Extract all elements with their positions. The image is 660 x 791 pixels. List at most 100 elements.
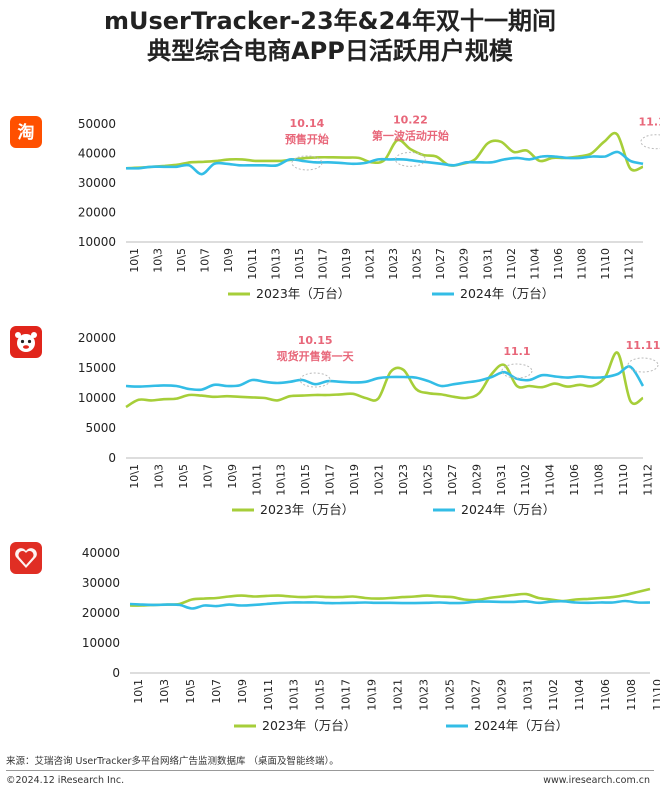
- taobao-icon: 淘: [10, 116, 42, 148]
- x-tick-label: 10\5: [177, 464, 190, 489]
- x-tick-label: 10\13: [269, 248, 282, 280]
- x-tick-label: 10\29: [458, 248, 471, 280]
- x-tick-label: 10\17: [324, 464, 337, 496]
- y-tick-label: 0: [108, 451, 116, 465]
- annotation-label: 11.11: [639, 116, 660, 129]
- taobao-dau-chart: 10000 20000 30000 40000 50000 10\1 10\3 10\5 10\…: [78, 113, 660, 301]
- page-title: mUserTracker-23年&24年双十一期间 典型综合电商APP日活跃用户…: [0, 6, 660, 66]
- series-line-2024: [129, 599, 651, 610]
- annotation-label: 11.1: [503, 345, 530, 358]
- x-tick-label: 11\12: [641, 464, 654, 496]
- annotation-ring: [640, 134, 660, 150]
- x-tick-label: 10\19: [348, 464, 361, 496]
- x-tick-label: 10\29: [470, 464, 483, 496]
- y-tick-label: 50000: [78, 117, 116, 131]
- y-tick-label: 10000: [78, 391, 116, 405]
- svg-text:淘: 淘: [18, 122, 35, 143]
- x-tick-label: 10\17: [316, 248, 329, 280]
- x-tick-label: 11\04: [544, 464, 557, 496]
- x-tick-label: 11\06: [599, 679, 612, 711]
- x-tick-label: 10\27: [434, 248, 447, 280]
- x-tick-label: 10\1: [128, 248, 141, 273]
- y-tick-label: 10000: [78, 235, 116, 249]
- x-tick-label: 10\5: [184, 679, 197, 704]
- x-tick-label: 11\06: [568, 464, 581, 496]
- series-line-2024: [125, 150, 644, 176]
- y-tick-label: 30000: [78, 176, 116, 190]
- y-tick-label: 20000: [78, 331, 116, 345]
- jd-icon: [10, 326, 42, 358]
- x-tick-label: 10\19: [340, 248, 353, 280]
- x-tick-label: 11\10: [651, 679, 660, 711]
- x-tick-label: 10\23: [387, 248, 400, 280]
- x-tick-label: 10\9: [226, 464, 239, 489]
- x-tick-label: 10\23: [397, 464, 410, 496]
- legend-label: 2024年（万台）: [460, 286, 554, 301]
- x-tick-label: 11\08: [575, 248, 588, 280]
- x-tick-label: 10\11: [262, 679, 275, 711]
- x-tick-label: 10\31: [521, 679, 534, 711]
- y-tick-label: 5000: [85, 421, 116, 435]
- annotation-label: 11.11: [626, 339, 660, 352]
- x-tick-label: 10\3: [158, 679, 171, 704]
- y-tick-label: 20000: [78, 206, 116, 220]
- y-tick-label: 40000: [82, 546, 120, 560]
- x-tick-label: 10\27: [469, 679, 482, 711]
- x-tick-label: 10\31: [495, 464, 508, 496]
- x-tick-label: 10\3: [152, 464, 165, 489]
- x-tick-label: 11\04: [528, 248, 541, 280]
- x-tick-label: 11\10: [617, 464, 630, 496]
- x-tick-label: 10\15: [299, 464, 312, 496]
- annotation-ring: [501, 363, 533, 379]
- y-tick-label: 20000: [82, 606, 120, 620]
- x-tick-label: 10\21: [392, 679, 405, 711]
- x-tick-label: 10\7: [199, 248, 212, 273]
- legend-label: 2023年（万台）: [262, 718, 356, 733]
- x-tick-label: 10\15: [314, 679, 327, 711]
- annotation-ring: [291, 155, 323, 171]
- copyright: ©2024.12 iResearch Inc.: [6, 775, 125, 786]
- x-tick-label: 10\9: [222, 248, 235, 273]
- x-tick-label: 10\21: [364, 248, 377, 280]
- pinduoduo-icon: [10, 542, 42, 574]
- x-tick-label: 11\06: [552, 248, 565, 280]
- x-tick-label: 11\12: [623, 248, 636, 280]
- title-line-2: 典型综合电商APP日活跃用户规模: [147, 37, 513, 65]
- x-tick-label: 10\9: [236, 679, 249, 704]
- x-tick-label: 10\15: [293, 248, 306, 280]
- jd-dau-chart: 0 5000 10000 15000 20000 10\1 10\3 10\5 10\7 10\9…: [78, 331, 660, 517]
- x-tick-label: 10\31: [481, 248, 494, 280]
- annotation-ring: [299, 372, 331, 388]
- y-tick-label: 10000: [82, 636, 120, 650]
- y-tick-label: 30000: [82, 576, 120, 590]
- y-tick-label: 15000: [78, 361, 116, 375]
- x-tick-label: 10\27: [446, 464, 459, 496]
- x-tick-label: 10\13: [288, 679, 301, 711]
- x-tick-label: 11\02: [519, 464, 532, 496]
- footer-divider: [6, 770, 654, 771]
- legend-label: 2023年（万台）: [260, 502, 354, 517]
- annotation-ring: [627, 357, 659, 373]
- x-tick-label: 10\21: [373, 464, 386, 496]
- x-tick-label: 10\3: [152, 248, 165, 273]
- x-tick-label: 11\08: [593, 464, 606, 496]
- annotation-sublabel: 第一波活动开始: [372, 128, 449, 142]
- x-tick-label: 10\25: [421, 464, 434, 496]
- x-tick-label: 11\02: [505, 248, 518, 280]
- x-tick-label: 10\5: [175, 248, 188, 273]
- legend-label: 2024年（万台）: [474, 718, 568, 733]
- x-tick-label: 10\11: [246, 248, 259, 280]
- title-line-1: mUserTracker-23年&24年双十一期间: [103, 7, 556, 35]
- x-tick-label: 10\19: [366, 679, 379, 711]
- x-tick-label: 10\25: [443, 679, 456, 711]
- y-tick-label: 40000: [78, 147, 116, 161]
- annotation-label: 10.15: [298, 334, 333, 347]
- x-tick-label: 10\11: [250, 464, 263, 496]
- x-tick-label: 10\25: [411, 248, 424, 280]
- x-tick-label: 11\02: [547, 679, 560, 711]
- pinduoduo-dau-chart: 0 10000 20000 30000 40000 10\1 10\3 10\5 10\7 10\…: [82, 546, 660, 733]
- legend-label: 2023年（万台）: [256, 286, 350, 301]
- x-tick-label: 10\1: [132, 679, 145, 704]
- x-tick-label: 10\7: [210, 679, 223, 704]
- series-line-2024: [125, 365, 645, 392]
